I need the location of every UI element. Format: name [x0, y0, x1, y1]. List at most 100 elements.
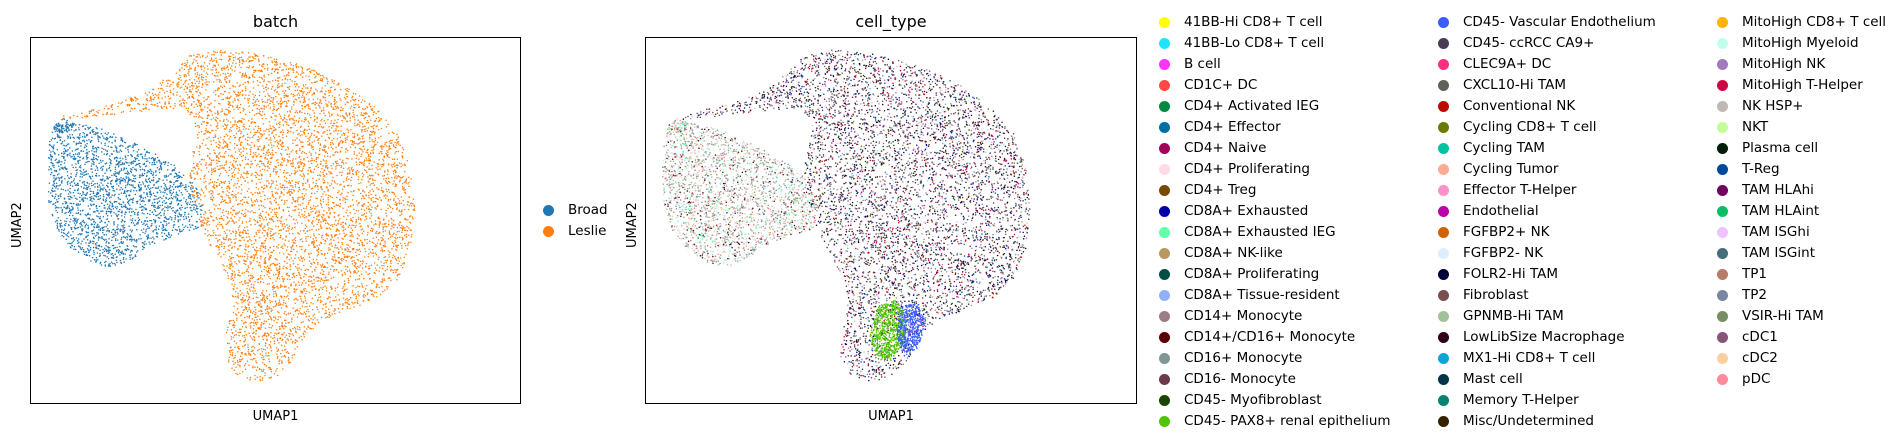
scatter-point [350, 140, 352, 142]
scatter-point [257, 277, 260, 280]
scatter-point [241, 298, 243, 301]
scatter-point [317, 321, 320, 323]
scatter-point [252, 201, 254, 203]
scatter-point [150, 100, 153, 102]
scatter-point [258, 304, 260, 307]
scatter-point [295, 75, 298, 78]
scatter-point [282, 209, 285, 212]
scatter-point [232, 360, 234, 362]
scatter-point [397, 143, 400, 145]
scatter-point [234, 151, 237, 153]
scatter-point [233, 169, 236, 171]
scatter-point [294, 253, 297, 256]
scatter-point [332, 259, 335, 262]
scatter-point [342, 297, 345, 299]
scatter-point [223, 91, 226, 93]
scatter-point [358, 106, 361, 108]
scatter-point [348, 298, 350, 301]
scatter-point [182, 98, 184, 100]
scatter-point [274, 61, 277, 64]
scatter-point [230, 256, 233, 259]
scatter-point [207, 230, 209, 232]
scatter-point [97, 111, 99, 114]
scatter-point [206, 73, 209, 76]
scatter-point [404, 170, 406, 173]
scatter-point [332, 276, 335, 279]
scatter-point [343, 253, 345, 256]
scatter-point [269, 232, 272, 235]
scatter-point [121, 101, 124, 104]
scatter-point [270, 347, 272, 349]
scatter-point [225, 194, 228, 196]
scatter-point [276, 191, 278, 194]
scatter-point [384, 194, 387, 196]
scatter-point [213, 219, 215, 222]
scatter-point [258, 310, 260, 313]
scatter-point [205, 128, 207, 130]
scatter-point [221, 186, 223, 189]
scatter-point [279, 121, 281, 123]
scatter-point [254, 223, 256, 226]
scatter-point [249, 335, 252, 337]
scatter-point [395, 233, 397, 236]
scatter-point [208, 239, 210, 241]
scatter-point [246, 142, 249, 145]
scatter-point [176, 91, 178, 93]
scatter-point [394, 152, 396, 154]
scatter-point [358, 123, 360, 126]
scatter-point [183, 74, 185, 76]
scatter-point [359, 218, 362, 220]
scatter-point [258, 335, 260, 338]
scatter-point [306, 92, 309, 94]
scatter-point [383, 194, 385, 197]
scatter-point [241, 236, 243, 239]
scatter-point [277, 68, 279, 71]
scatter-point [341, 308, 344, 310]
scatter-point [283, 175, 286, 178]
scatter-point [287, 146, 289, 148]
scatter-point [277, 71, 279, 74]
scatter-point [241, 255, 244, 258]
scatter-point [337, 204, 339, 206]
scatter-point [268, 311, 270, 314]
scatter-point [363, 165, 365, 167]
scatter-point [310, 276, 313, 279]
scatter-point [151, 92, 154, 95]
scatter-point [372, 255, 375, 257]
scatter-point [228, 192, 230, 194]
scatter-point [275, 293, 278, 296]
scatter-point [288, 361, 290, 363]
scatter-point [267, 80, 269, 83]
scatter-point [205, 162, 207, 164]
scatter-point [279, 220, 281, 222]
scatter-point [263, 296, 265, 298]
scatter-point [398, 202, 401, 205]
scatter-point [255, 172, 258, 174]
scatter-point [224, 123, 226, 125]
scatter-point [320, 74, 322, 77]
scatter-point [322, 173, 325, 176]
scatter-point [320, 160, 322, 163]
scatter-point [344, 248, 346, 250]
scatter-point [252, 332, 254, 334]
scatter-point [378, 117, 380, 119]
scatter-point [333, 137, 335, 140]
scatter-point [301, 290, 304, 293]
scatter-point [192, 155, 195, 157]
scatter-point [193, 85, 195, 87]
scatter-point [413, 209, 416, 211]
scatter-point [305, 273, 307, 276]
scatter-point [346, 184, 349, 187]
scatter-point [357, 119, 359, 121]
scatter-point [294, 170, 296, 172]
scatter-point [268, 360, 271, 363]
scatter-point [257, 84, 259, 86]
scatter-point [236, 127, 238, 130]
scatter-point [240, 351, 243, 354]
scatter-point [328, 295, 330, 298]
scatter-point [226, 217, 229, 219]
scatter-point [331, 223, 333, 226]
scatter-point [234, 361, 237, 364]
scatter-point [300, 238, 303, 240]
scatter-point [224, 169, 227, 172]
